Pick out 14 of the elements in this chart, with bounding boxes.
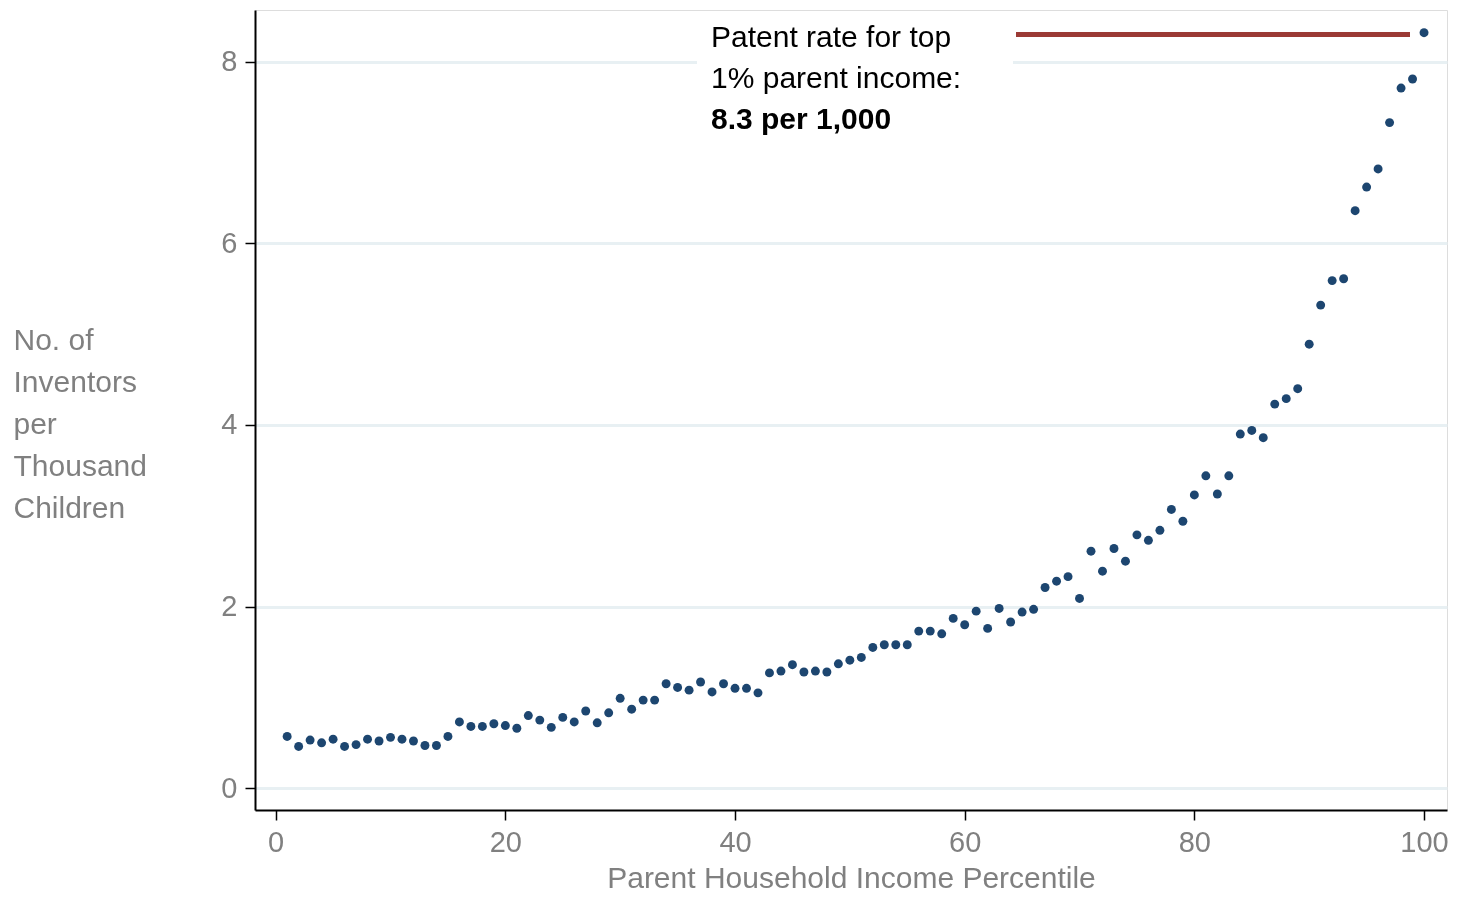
x-tick-label: 20 — [489, 825, 522, 858]
y-tick-label: 4 — [221, 408, 238, 441]
y-tick-label: 0 — [221, 771, 238, 804]
y-axis-title: No. of Inventors per Thousand Children — [13, 322, 147, 524]
x-tick-label: 100 — [1400, 825, 1449, 858]
x-tick-label: 60 — [949, 825, 982, 858]
y-tick-label: 6 — [221, 226, 238, 259]
x-axis-title: Parent Household Income Percentile — [607, 860, 1096, 894]
y-tick-label: 8 — [221, 45, 238, 78]
x-tick-label: 80 — [1178, 825, 1211, 858]
ref-line-label: Patent rate for top 1% parent income: 8.3 per 1,000 — [711, 20, 962, 135]
x-tick-label: 0 — [268, 825, 285, 858]
y-tick-label: 2 — [221, 590, 238, 623]
x-tick-label: 40 — [719, 825, 752, 858]
